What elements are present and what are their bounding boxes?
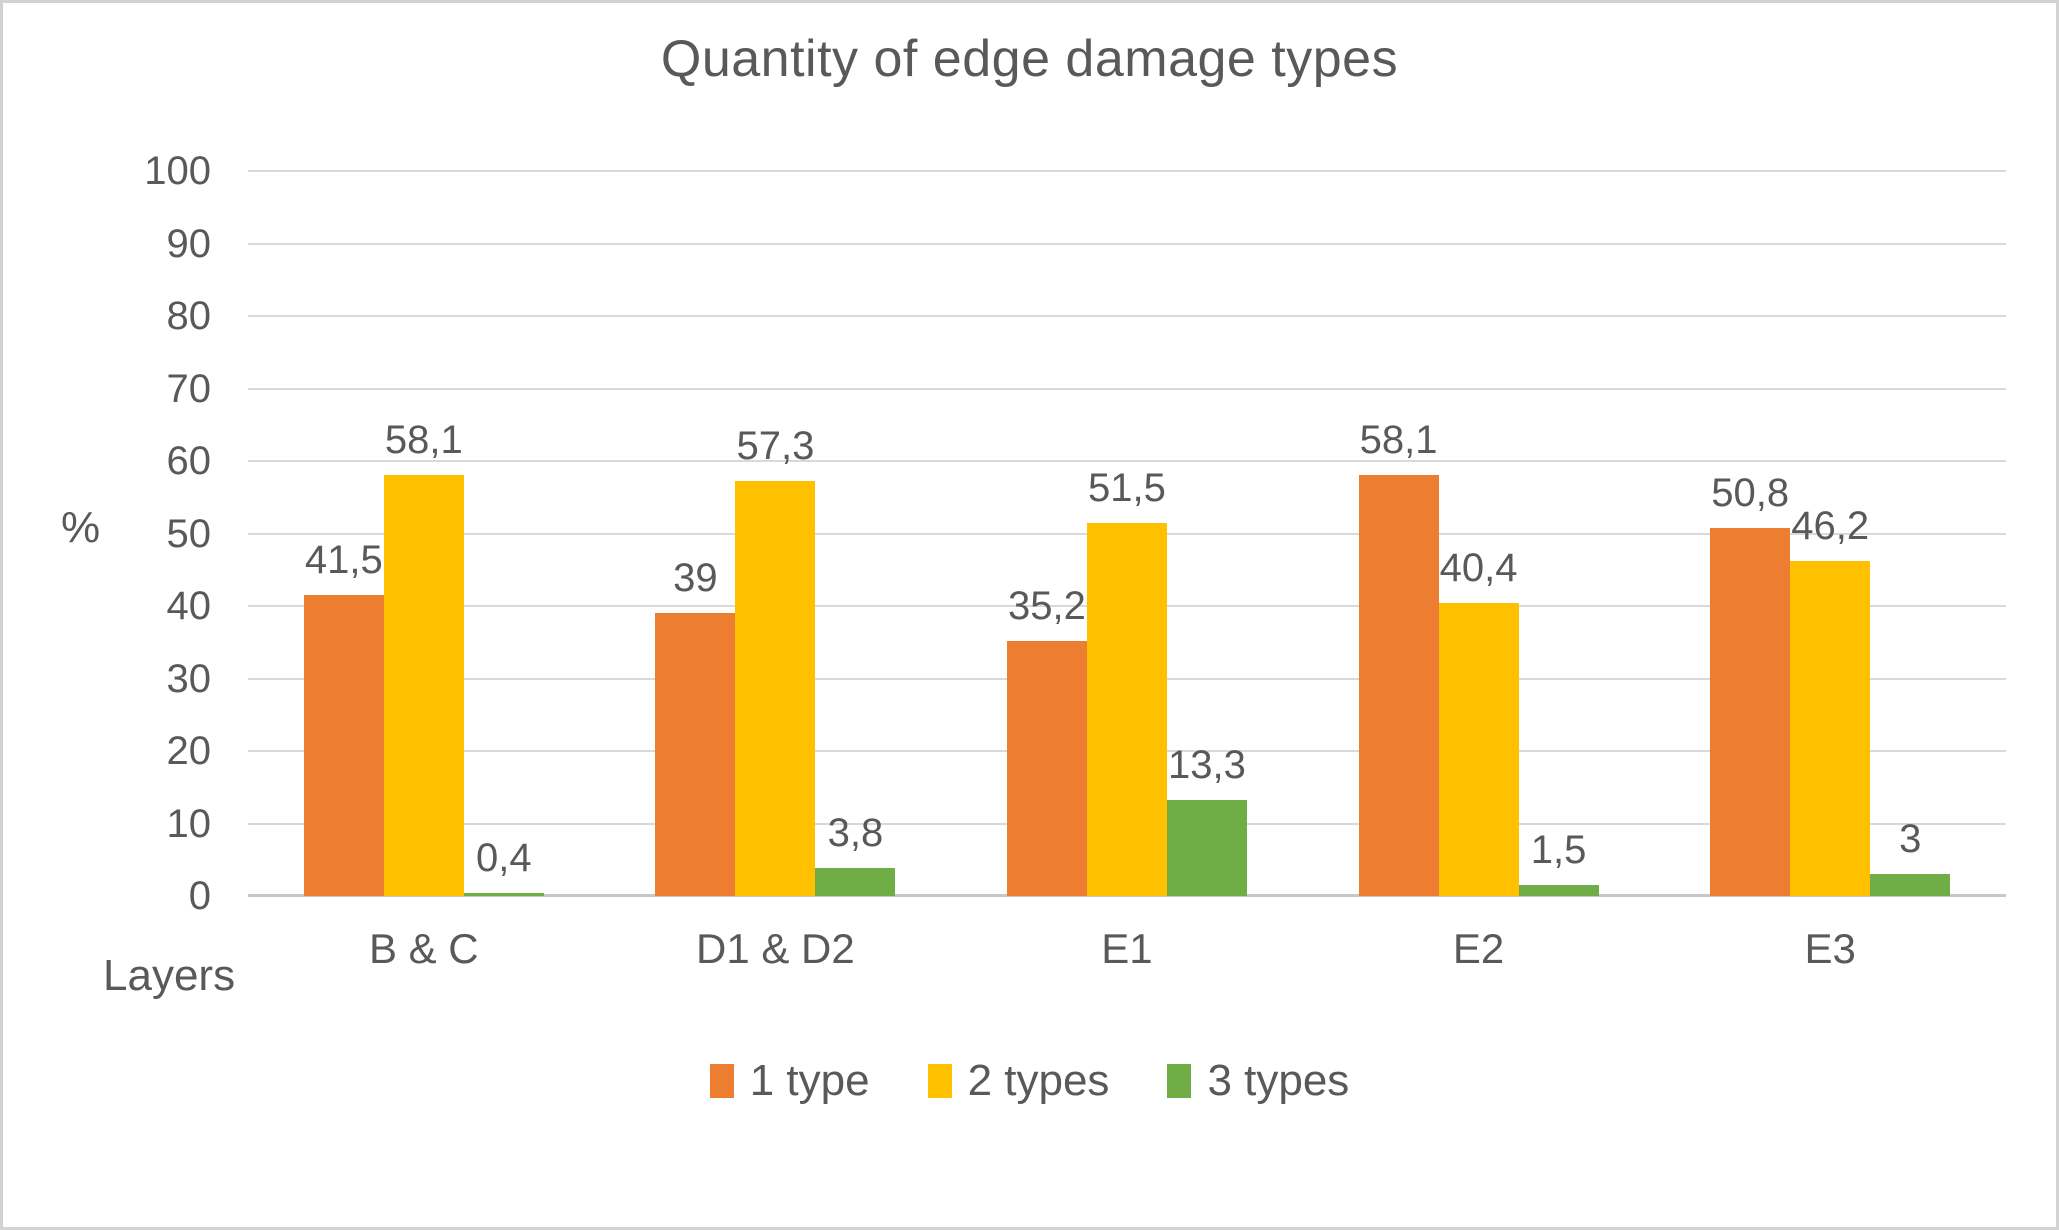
legend-item-1-type: 1 type [709,1056,870,1106]
bar-1-type-E3: 50,8 [1710,471,1791,896]
bar-2-types-E1: 51,5 [1086,466,1167,896]
x-tick-label: E1 [1101,925,1153,972]
bar-group-B&C: 41,5 58,1 0,4 [248,171,600,896]
legend: 1 type 2 types 3 types [3,1049,2056,1113]
legend-item-3-types: 3 types [1167,1056,1349,1106]
bar-value-label: 50,8 [1711,470,1790,515]
x-tick-label: E3 [1804,925,1856,972]
gridline [248,460,2006,462]
bar-1-type-D1&D2: 39 [655,556,736,896]
bar-value-label: 0,4 [475,836,532,881]
legend-label: 3 types [1207,1056,1350,1105]
y-tick-label: 30 [166,656,212,701]
bar-3-types-B&C: 0,4 [463,836,544,896]
bar-value-label: 1,5 [1530,828,1587,873]
y-tick-label: 70 [166,366,212,411]
bar-value-label: 58,1 [1359,417,1438,462]
gridline [248,315,2006,317]
bar-group-D1&D2: 39 57,3 3,8 [600,171,952,896]
bar-value-label: 3 [1899,817,1922,862]
bar-group-E3: 50,8 46,2 3 [1654,171,2006,896]
legend-label: 2 types [967,1056,1110,1105]
bar-2-types-D1&D2: 57,3 [735,424,816,896]
legend-swatch-icon [709,1064,734,1098]
legend-swatch-icon [1167,1064,1192,1098]
y-tick-label: 80 [166,294,212,338]
bar-2-types-B&C: 58,1 [383,418,464,896]
bar-1-type-B&C: 41,5 [303,538,384,896]
legend-swatch-icon [927,1064,952,1098]
bar-2-types-E3: 46,2 [1790,504,1871,896]
y-tick-label: 100 [144,149,211,193]
plot-area: 41,5 58,1 0,4 39 57,3 3,8 35,2 51,5 13,3 58,1 40,4… [248,170,2006,897]
bar-3-types-E3: 3 [1870,817,1951,896]
gridline [248,242,2006,245]
bar-group-E2: 58,1 40,4 1,5 [1303,171,1655,896]
legend-label: 1 type [749,1056,870,1105]
x-tick-label: D1 & D2 [696,925,855,972]
bar-value-label: 35,2 [1008,583,1086,628]
y-tick-label: 50 [166,511,212,556]
y-tick-label: 90 [166,221,212,266]
bar-1-type-E2: 58,1 [1358,418,1439,896]
bar-value-label: 3,8 [827,811,884,856]
y-tick-label: 40 [166,584,212,628]
bar-1-type-E1: 35,2 [1006,584,1087,896]
y-axis-title: % [61,503,101,552]
gridline [248,387,2006,390]
bar-value-label: 58,1 [384,417,463,462]
y-tick-label: 20 [166,729,212,773]
x-axis-labels: B & C D1 & D2 E1 E2 E3 [248,925,2006,977]
gridline [248,170,2006,172]
chart-title: Quantity of edge damage types [660,30,1399,88]
bar-2-types-E2: 40,4 [1438,546,1519,896]
bar-3-types-E1: 13,3 [1166,743,1247,896]
bar-value-label: 46,2 [1791,504,1870,549]
bar-value-label: 57,3 [736,423,815,468]
y-tick-label: 60 [166,439,212,483]
bar-value-label: 40,4 [1439,546,1518,591]
y-axis-labels: 0 10 20 30 40 50 60 70 80 90 100 [3,149,212,918]
y-tick-label: 0 [188,874,211,918]
y-tick-label: 10 [166,801,212,846]
x-axis-title: Layers [103,951,236,1000]
bar-value-label: 51,5 [1088,465,1166,510]
bar-value-label: 41,5 [304,538,383,583]
x-tick-label: E2 [1452,925,1505,972]
bar-3-types-E2: 1,5 [1518,828,1599,896]
legend-item-2-types: 2 types [927,1056,1110,1106]
bar-value-label: 39 [673,556,718,601]
bar-value-label: 13,3 [1168,742,1246,787]
x-tick-label: B & C [368,925,479,972]
bar-group-E1: 35,2 51,5 13,3 [951,171,1303,896]
bar-3-types-D1&D2: 3,8 [815,811,896,896]
